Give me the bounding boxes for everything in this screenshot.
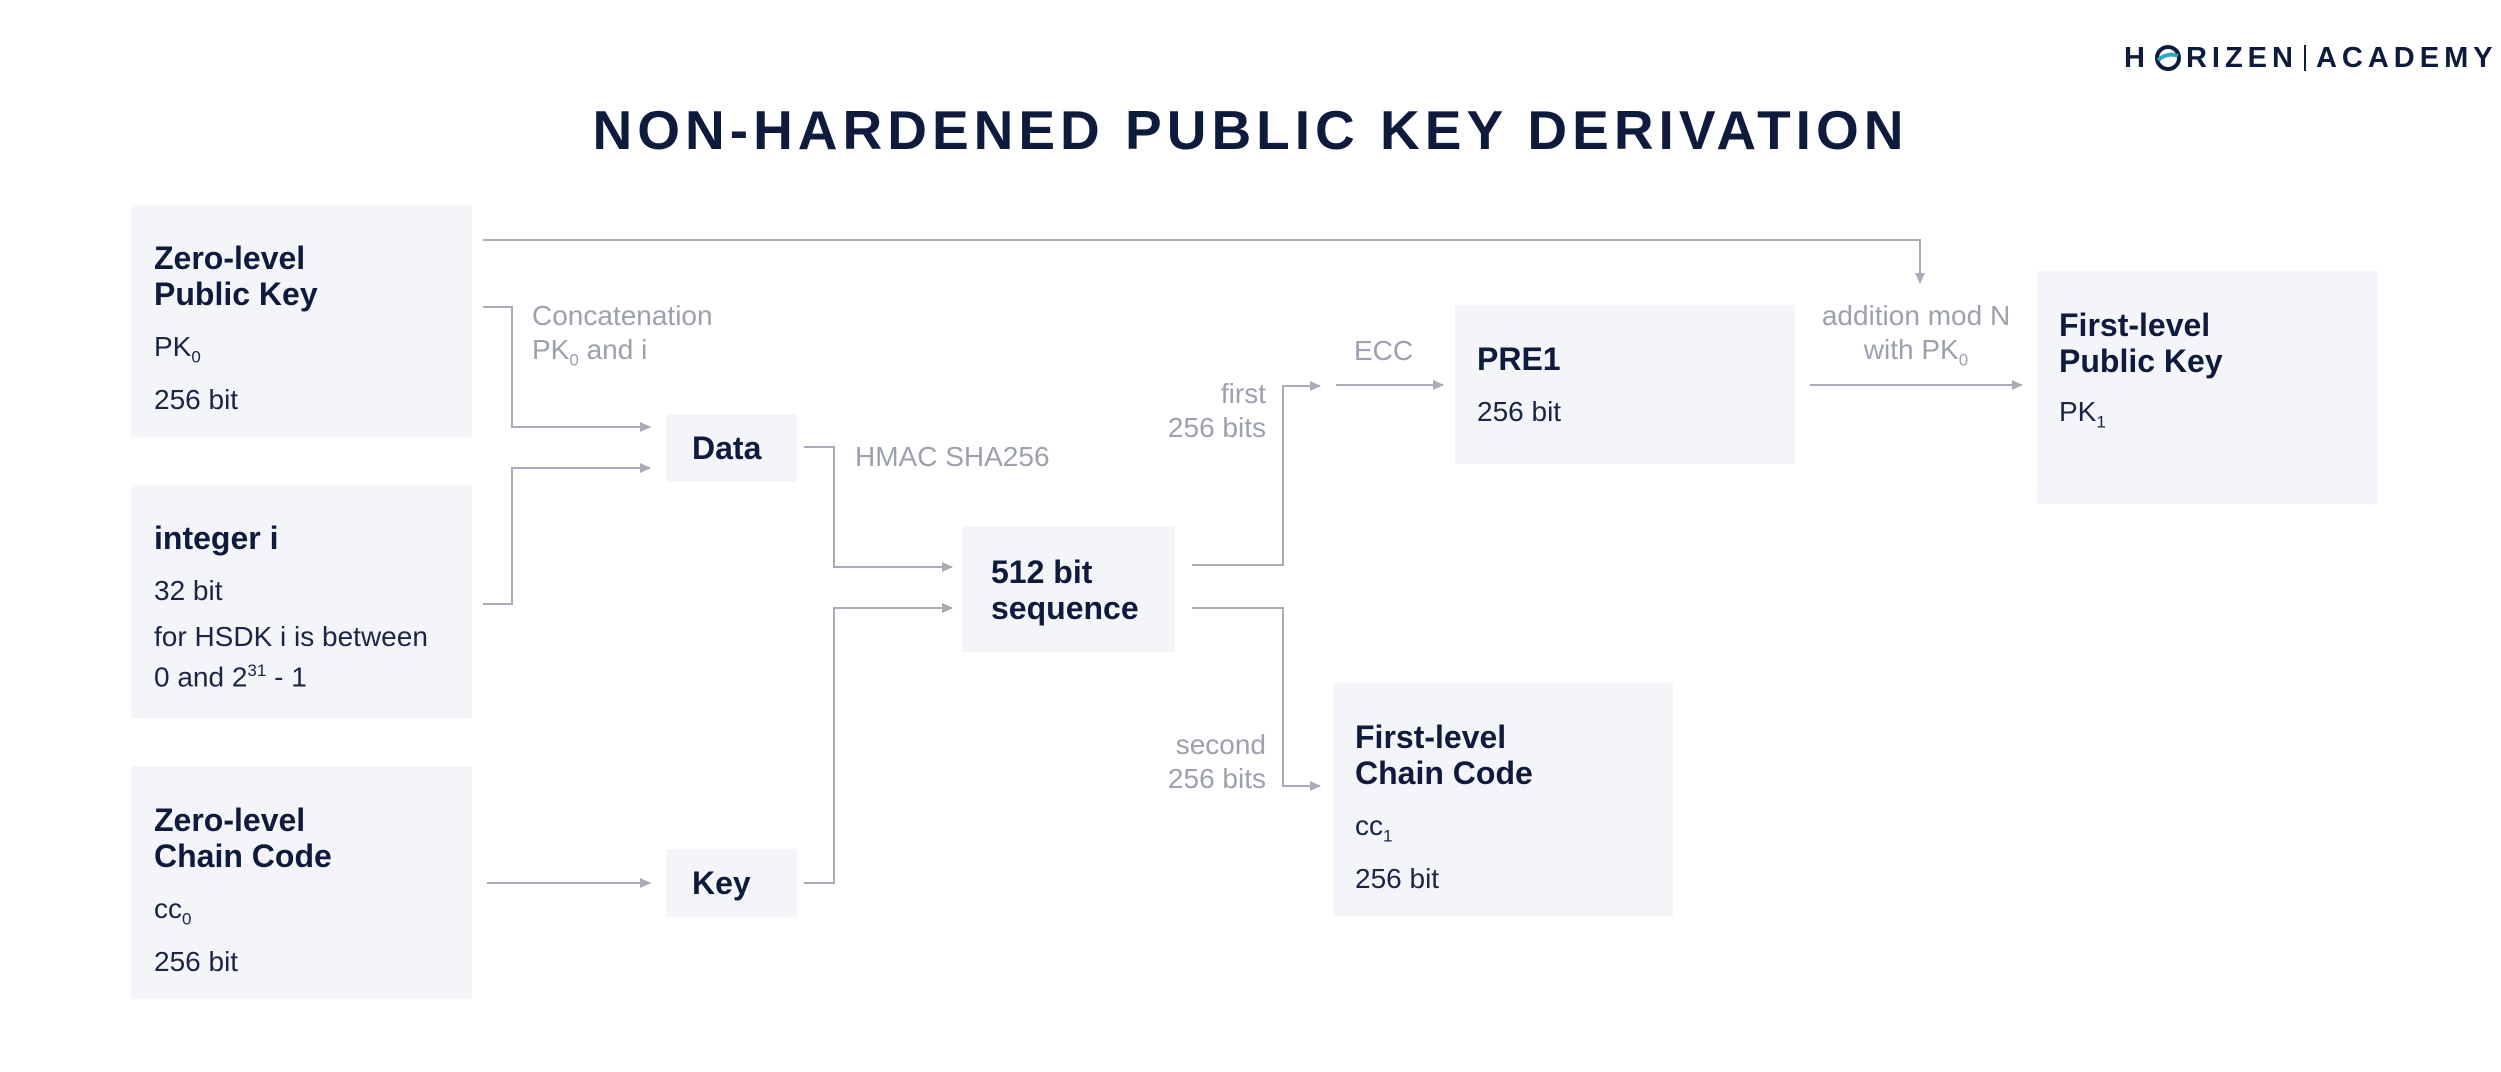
brand-o-icon — [2154, 45, 2181, 71]
hmac-sha256-label: HMAC SHA256 — [855, 441, 1050, 472]
addition-mod-n-label: addition mod N with PK0 — [1821, 300, 2011, 370]
first-level-chain-code-box: First-level Chain Code cc1 256 bit — [1333, 683, 1673, 916]
ecc-label: ECC — [1354, 335, 1414, 366]
zero-cc-title-line1: Zero-level — [154, 802, 306, 838]
zero-pk-title-line2: Public Key — [154, 276, 318, 312]
zero-pk-symbol: PK0 — [154, 331, 201, 367]
data-title: Data — [692, 430, 762, 466]
integer-i-title: integer i — [154, 520, 279, 556]
zero-cc-size: 256 bit — [154, 945, 239, 977]
page-title: NON-HARDENED PUBLIC KEY DERIVATION — [592, 99, 1909, 161]
zero-pk-title-line1: Zero-level — [154, 240, 306, 276]
brand-logo: H RIZEN ACADEMY — [2124, 40, 2498, 76]
seq-title-line2: sequence — [991, 590, 1139, 626]
first-pk-title-line2: Public Key — [2059, 343, 2223, 379]
wire-pk0-to-data — [483, 306, 651, 432]
brand-letter-h: H — [2124, 41, 2150, 74]
first-level-public-key-box: First-level Public Key PK1 — [2037, 271, 2378, 504]
key-title: Key — [692, 865, 751, 901]
integer-i-note-line1: for HSDK i is between — [154, 621, 428, 652]
seq-title-line1: 512 bit — [991, 554, 1093, 590]
data-box: Data — [666, 414, 797, 482]
first-cc-title-line1: First-level — [1355, 719, 1507, 755]
brand-name-rest: RIZEN — [2185, 41, 2298, 74]
first-pk-symbol: PK1 — [2059, 396, 2106, 432]
first-256-bits-label: first 256 bits — [1167, 378, 1266, 443]
integer-i-note-line2: 0 and 231 - 1 — [154, 661, 307, 693]
wire-seq-to-cc1 — [1192, 607, 1321, 791]
first-cc-title-line2: Chain Code — [1355, 755, 1533, 791]
wire-seq-to-ecc — [1192, 381, 1321, 566]
wire-i-to-data — [483, 463, 651, 605]
wire-key-to-seq — [804, 603, 953, 884]
zero-level-chain-code-box: Zero-level Chain Code cc0 256 bit — [131, 766, 472, 999]
zero-level-public-key-box: Zero-level Public Key PK0 256 bit — [131, 205, 472, 437]
first-pk-title-line1: First-level — [2059, 307, 2211, 343]
pre1-title: PRE1 — [1477, 341, 1561, 377]
wire-pk0-to-addition — [483, 239, 1925, 284]
integer-i-size: 32 bit — [154, 575, 223, 606]
concatenation-label: Concatenation PK0 and i — [532, 300, 713, 370]
integer-i-box: integer i 32 bit for HSDK i is between 0… — [131, 485, 472, 718]
key-box: Key — [666, 849, 797, 917]
zero-cc-symbol: cc0 — [154, 893, 192, 929]
zero-cc-title-line2: Chain Code — [154, 838, 332, 874]
pre1-box: PRE1 256 bit — [1455, 305, 1795, 464]
second-256-bits-label: second 256 bits — [1167, 729, 1266, 794]
first-cc-symbol: cc1 — [1355, 810, 1393, 846]
first-cc-size: 256 bit — [1355, 862, 1440, 894]
brand-separator — [2303, 45, 2306, 71]
wire-data-to-seq — [804, 446, 953, 572]
pre1-size: 256 bit — [1477, 396, 1562, 427]
512-bit-sequence-box: 512 bit sequence — [962, 526, 1175, 652]
zero-pk-size: 256 bit — [154, 383, 239, 415]
brand-suffix: ACADEMY — [2315, 41, 2498, 74]
